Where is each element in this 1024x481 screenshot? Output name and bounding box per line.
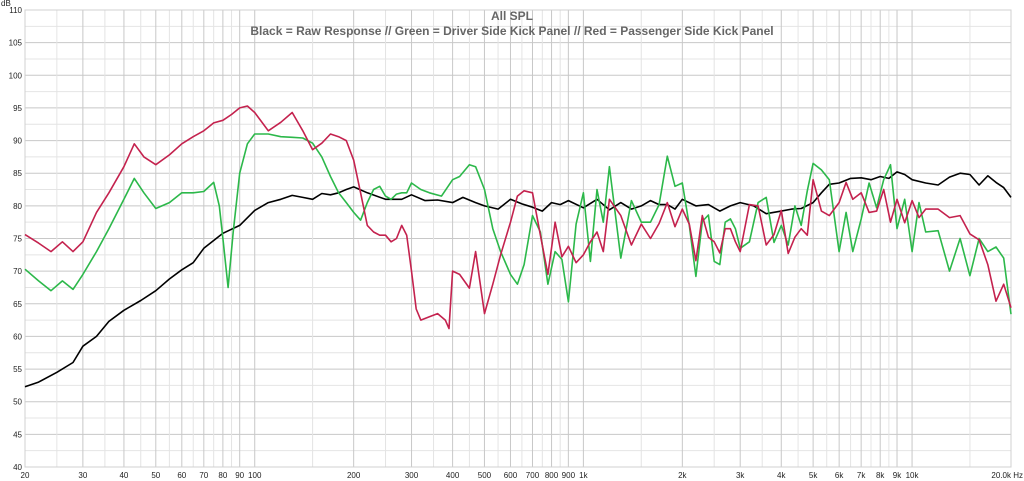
x-tick-label: 60 xyxy=(177,471,186,480)
x-tick-label: 9k xyxy=(893,471,902,480)
y-tick-label: 40 xyxy=(13,463,22,472)
x-tick-label: 90 xyxy=(235,471,244,480)
x-tick-label: 700 xyxy=(526,471,540,480)
x-tick-label: 20 xyxy=(21,471,30,480)
y-tick-label: 75 xyxy=(13,235,22,244)
x-tick-label: 2k xyxy=(678,471,687,480)
y-tick-label: 90 xyxy=(13,137,22,146)
chart-subtitle: Black = Raw Response // Green = Driver S… xyxy=(250,24,773,38)
x-tick-label: 100 xyxy=(248,471,262,480)
x-tick-label: 200 xyxy=(347,471,361,480)
x-tick-label: 20.0k Hz xyxy=(991,471,1023,480)
chart-title: All SPL xyxy=(491,9,533,23)
x-tick-label: 8k xyxy=(876,471,885,480)
series-line-3 xyxy=(24,105,1012,330)
x-tick-label: 1k xyxy=(579,471,588,480)
x-tick-label: 80 xyxy=(218,471,227,480)
x-tick-labels: 20 30 40 50 60 70 80 90 100 200 300 400 500 600 700 800… xyxy=(21,471,1023,480)
y-tick-labels: 40 45 50 55 60 65 70 75 80 85 90 95 100 105 110 xyxy=(9,6,23,472)
x-tick-label: 50 xyxy=(151,471,160,480)
x-tick-label: 600 xyxy=(504,471,518,480)
x-tick-label: 900 xyxy=(562,471,576,480)
x-tick-label: 300 xyxy=(405,471,419,480)
x-tick-label: 3k xyxy=(736,471,745,480)
x-tick-label: 30 xyxy=(78,471,87,480)
x-tick-label: 40 xyxy=(119,471,128,480)
x-tick-label: 800 xyxy=(545,471,559,480)
series-line-2 xyxy=(24,133,1012,315)
series-line-1 xyxy=(24,171,1012,388)
y-tick-label: 55 xyxy=(13,365,22,374)
x-tick-label: 5k xyxy=(809,471,818,480)
y-tick-label: 70 xyxy=(13,267,22,276)
y-axis-unit-label: dB xyxy=(1,0,11,8)
y-tick-label: 110 xyxy=(9,6,22,15)
x-tick-label: 400 xyxy=(446,471,460,480)
x-tick-label: 10k xyxy=(906,471,920,480)
series xyxy=(24,105,1012,388)
y-tick-label: 85 xyxy=(13,169,22,178)
x-tick-label: 7k xyxy=(857,471,866,480)
y-tick-label: 80 xyxy=(13,202,22,211)
x-tick-label: 70 xyxy=(199,471,208,480)
x-tick-label: 500 xyxy=(478,471,492,480)
y-tick-label: 45 xyxy=(13,430,22,439)
y-tick-label: 95 xyxy=(13,104,22,113)
y-tick-label: 50 xyxy=(13,398,22,407)
y-tick-label: 60 xyxy=(13,332,22,341)
grid xyxy=(24,9,1012,468)
plot-frame xyxy=(24,9,1012,468)
y-tick-label: 65 xyxy=(13,300,22,309)
y-tick-label: 105 xyxy=(9,39,23,48)
x-tick-label: 6k xyxy=(835,471,844,480)
y-tick-label: 100 xyxy=(9,71,23,80)
x-tick-label: 4k xyxy=(777,471,786,480)
